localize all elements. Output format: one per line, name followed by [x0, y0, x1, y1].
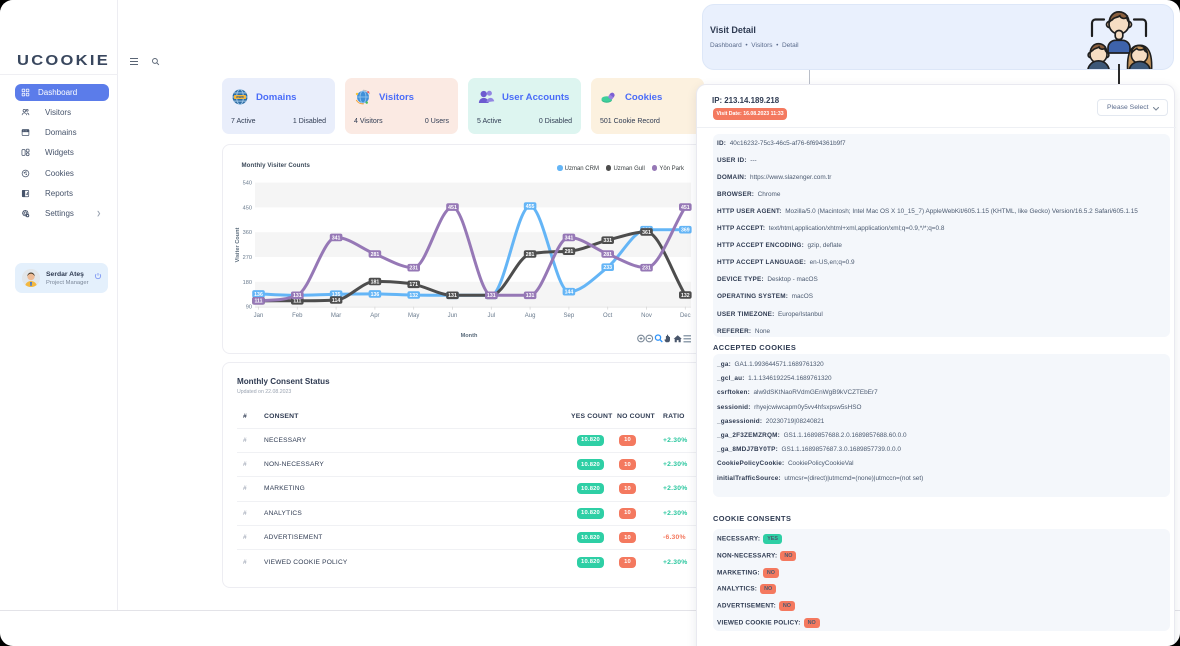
- svg-text:171: 171: [409, 282, 418, 288]
- svg-text:UCOOKIE: UCOOKIE: [17, 53, 110, 68]
- svg-text:Mar: Mar: [331, 313, 341, 319]
- svg-text:Feb: Feb: [292, 313, 303, 319]
- svg-text:Jan: Jan: [254, 313, 264, 319]
- svg-text:360: 360: [243, 230, 252, 236]
- svg-text:281: 281: [526, 252, 535, 258]
- svg-text:May: May: [408, 313, 419, 319]
- svg-text:180: 180: [243, 280, 252, 286]
- svg-text:www: www: [235, 95, 244, 99]
- svg-text:131: 131: [448, 293, 457, 299]
- svg-text:Aug: Aug: [525, 313, 536, 319]
- svg-text:455: 455: [526, 204, 535, 210]
- svg-text:111: 111: [293, 299, 301, 305]
- svg-text:90: 90: [246, 305, 252, 311]
- svg-text:361: 361: [642, 230, 651, 236]
- svg-text:181: 181: [371, 279, 380, 285]
- svg-text:341: 341: [332, 235, 341, 241]
- svg-text:Jul: Jul: [487, 313, 495, 319]
- svg-text:Visiter Count: Visiter Count: [235, 228, 241, 263]
- svg-text:Jun: Jun: [448, 313, 458, 319]
- svg-text:144: 144: [565, 290, 574, 296]
- svg-text:135: 135: [332, 292, 341, 298]
- svg-text:281: 281: [371, 252, 380, 258]
- svg-text:291: 291: [565, 249, 574, 255]
- svg-text:331: 331: [603, 238, 612, 244]
- svg-text:111: 111: [254, 299, 262, 305]
- svg-text:132: 132: [681, 293, 690, 299]
- svg-text:Dec: Dec: [680, 313, 691, 319]
- svg-text:450: 450: [243, 205, 252, 211]
- svg-text:136: 136: [371, 292, 380, 298]
- svg-text:451: 451: [681, 205, 690, 211]
- svg-text:131: 131: [293, 293, 302, 299]
- svg-text:451: 451: [448, 205, 457, 211]
- svg-text:Month: Month: [461, 333, 478, 339]
- svg-text:281: 281: [603, 252, 612, 258]
- svg-text:131: 131: [487, 293, 496, 299]
- svg-text:341: 341: [565, 235, 574, 241]
- svg-text:231: 231: [642, 266, 651, 272]
- svg-text:Oct: Oct: [603, 313, 613, 319]
- svg-text:131: 131: [526, 293, 535, 299]
- svg-text:132: 132: [409, 293, 418, 299]
- svg-text:Nov: Nov: [641, 313, 652, 319]
- svg-text:Sep: Sep: [564, 313, 575, 319]
- svg-text:Apr: Apr: [370, 313, 379, 319]
- svg-text:136: 136: [254, 292, 263, 298]
- svg-text:540: 540: [243, 181, 252, 187]
- svg-text:114: 114: [332, 298, 340, 304]
- svg-text:233: 233: [603, 265, 612, 271]
- svg-text:270: 270: [243, 255, 252, 261]
- svg-text:369: 369: [681, 228, 690, 234]
- svg-text:231: 231: [409, 266, 418, 272]
